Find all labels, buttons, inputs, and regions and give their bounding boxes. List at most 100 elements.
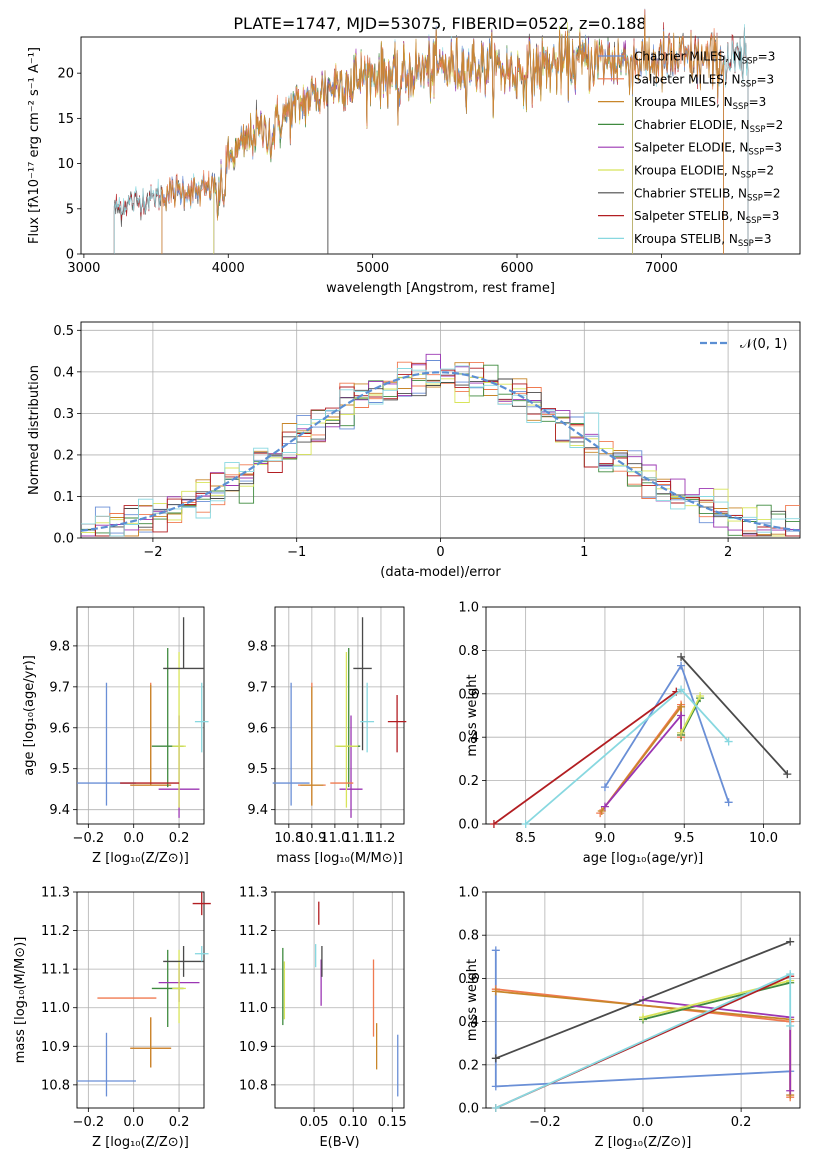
legend-label-salpeter_miles: Salpeter MILES, NSSP=3 bbox=[634, 72, 774, 89]
legend-label-salpeter_elodie: Salpeter ELODIE, NSSP=3 bbox=[634, 141, 782, 158]
y-tick-label: 9.8 bbox=[247, 639, 268, 654]
y-tick-label: 10.8 bbox=[41, 1078, 70, 1093]
x-tick-label: 3000 bbox=[67, 261, 100, 276]
y-tick-label: 0.0 bbox=[458, 818, 479, 833]
weight-marker-kroupa_stelib bbox=[724, 737, 733, 746]
weight-marker-kroupa_elodie bbox=[696, 691, 705, 700]
x-tick-label: 9.5 bbox=[674, 831, 695, 846]
y-tick-label: 9.7 bbox=[49, 680, 70, 695]
x-axis-label: (data-model)/error bbox=[380, 565, 501, 580]
age_vs_Z-panel: −0.2 0.0 0.2 9.4 9.5 9.6 9.7 9.8 Z [log₁₀(Z/Z⊙)]… bbox=[22, 606, 209, 866]
weight-marker-kroupa_stelib bbox=[521, 820, 530, 828]
y-tick-label: 10.9 bbox=[239, 1040, 268, 1055]
y-tick-label: 9.5 bbox=[49, 762, 70, 777]
residuals-panel: −2 −1 0 1 2 0.0 0.1 0.2 0.3 0.4 0.5 (data-model)/er… bbox=[27, 321, 801, 580]
spectrum-panel: 3000 4000 5000 6000 7000 0 5 10 15 20 wavelength [… bbox=[27, 8, 801, 296]
x-axis-label: Z [log₁₀(Z/Z⊙)] bbox=[92, 1135, 189, 1150]
x-tick-label: 0.10 bbox=[339, 1115, 368, 1130]
gaussian-curve bbox=[80, 371, 801, 532]
axes-frame bbox=[76, 606, 205, 825]
legend-label-chabrier_elodie: Chabrier ELODIE, NSSP=2 bbox=[634, 118, 783, 135]
legend-label-kroupa_miles: Kroupa MILES, NSSP=3 bbox=[634, 95, 766, 112]
y-tick-label: 0.8 bbox=[458, 929, 479, 944]
y-tick-label: 11.2 bbox=[41, 924, 70, 939]
x-tick-label: 0.2 bbox=[169, 831, 190, 846]
weight-marker-chabrier_miles bbox=[491, 946, 500, 955]
x-tick-label: 10.8 bbox=[274, 831, 303, 846]
y-tick-label: 11.2 bbox=[239, 924, 268, 939]
weight-marker-chabrier_stelib bbox=[677, 652, 686, 661]
spectrum-series-kroupa_miles bbox=[161, 14, 724, 254]
mass_vs_Z-panel: −0.2 0.0 0.2 10.8 10.9 11.0 11.1 11.2 11.3 Z [log… bbox=[13, 886, 211, 1150]
y-tick-label: 11.0 bbox=[239, 1001, 268, 1016]
y-tick-label: 1.0 bbox=[458, 601, 479, 616]
y-tick-label: 11.1 bbox=[41, 963, 70, 978]
y-tick-label: 11.3 bbox=[239, 886, 268, 901]
x-tick-label: 1 bbox=[580, 545, 588, 560]
y-tick-label: 0 bbox=[66, 248, 74, 263]
y-tick-label: 9.5 bbox=[247, 762, 268, 777]
x-tick-label: 0.2 bbox=[169, 1115, 190, 1130]
y-tick-label: 0.2 bbox=[53, 448, 74, 463]
y-tick-label: 0.4 bbox=[53, 365, 74, 380]
y-tick-label: 10 bbox=[57, 157, 74, 172]
weight-line-kroupa_stelib bbox=[525, 688, 730, 825]
legend-label-kroupa_stelib: Kroupa STELIB, NSSP=3 bbox=[634, 232, 772, 249]
weight-marker-kroupa_elodie bbox=[677, 728, 686, 737]
x-tick-label: 0.15 bbox=[378, 1115, 407, 1130]
figure-title: PLATE=1747, MJD=53075, FIBERID=0522, z=0… bbox=[233, 14, 646, 33]
y-axis-label: mass weight bbox=[465, 674, 480, 756]
axes-frame bbox=[274, 606, 405, 825]
weight-line-salpeter_stelib bbox=[493, 690, 677, 825]
x-axis-label: wavelength [Angstrom, rest frame] bbox=[326, 281, 555, 296]
weight-marker-salpeter_elodie bbox=[677, 711, 686, 720]
y-axis-label: mass [log₁₀(M/M⊙)] bbox=[13, 937, 28, 1064]
weight-marker-kroupa_elodie bbox=[639, 1013, 647, 1022]
y-axis-label: mass weight bbox=[465, 959, 480, 1041]
weight_vs_age-panel: 8.5 9.0 9.5 10.0 0.0 0.2 0.4 0.6 0.8 1.0 age [log₁… bbox=[458, 601, 801, 866]
weight-marker-salpeter_stelib bbox=[489, 820, 498, 828]
x-axis-label: Z [log₁₀(Z/Z⊙)] bbox=[92, 851, 189, 866]
weight-marker-chabrier_stelib bbox=[783, 770, 792, 779]
weight-marker-kroupa_stelib bbox=[677, 685, 686, 694]
x-tick-label: 6000 bbox=[500, 261, 533, 276]
x-tick-label: 8.5 bbox=[515, 831, 536, 846]
weight-marker-kroupa_miles bbox=[597, 806, 606, 815]
weight-line-chabrier_stelib bbox=[680, 656, 788, 775]
x-tick-label: 9.0 bbox=[595, 831, 616, 846]
x-tick-label: 0.0 bbox=[123, 831, 144, 846]
weight-line-chabrier_elodie bbox=[680, 697, 701, 736]
legend-label-gaussian: 𝒩(0, 1) bbox=[740, 337, 787, 352]
y-tick-label: 0.3 bbox=[53, 407, 74, 422]
weight-line-kroupa_elodie bbox=[680, 695, 701, 734]
mass_vs_ebv-panel: 0.05 0.10 0.15 10.8 10.9 11.0 11.1 11.2 11.3 E(B-… bbox=[239, 886, 407, 1151]
y-tick-label: 10.9 bbox=[41, 1040, 70, 1055]
weight-line-chabrier_stelib bbox=[495, 940, 791, 1060]
weight-marker-kroupa_stelib bbox=[491, 1104, 500, 1112]
y-tick-label: 10.8 bbox=[239, 1078, 268, 1093]
x-tick-label: −2 bbox=[143, 545, 162, 560]
weight-marker-kroupa_miles bbox=[677, 702, 686, 711]
y-axis-label: age [log₁₀(age/yr)] bbox=[22, 655, 37, 776]
x-tick-label: 0.0 bbox=[633, 1115, 654, 1130]
age_vs_mass-panel: 10.810.911.011.111.2 9.4 9.5 9.6 9.7 9.8 mass … bbox=[247, 606, 407, 866]
weight-marker-kroupa_stelib bbox=[786, 970, 795, 979]
y-tick-label: 1.0 bbox=[458, 886, 479, 901]
legend-label-kroupa_elodie: Kroupa ELODIE, NSSP=2 bbox=[634, 164, 774, 181]
histogram-chabrier_stelib bbox=[81, 378, 800, 537]
x-axis-label: Z [log₁₀(Z/Z⊙)] bbox=[595, 1135, 692, 1150]
y-tick-label: 15 bbox=[57, 112, 74, 127]
axes-frame bbox=[80, 36, 801, 255]
y-tick-label: 11.1 bbox=[239, 963, 268, 978]
axes-frame bbox=[76, 891, 205, 1109]
x-tick-label: 11.1 bbox=[343, 831, 372, 846]
x-tick-label: −0.2 bbox=[529, 1115, 561, 1130]
weight-marker-salpeter_elodie bbox=[786, 1086, 795, 1095]
legend-label-chabrier_stelib: Chabrier STELIB, NSSP=2 bbox=[634, 186, 781, 203]
y-tick-label: 0.0 bbox=[458, 1102, 479, 1117]
y-tick-label: 0.2 bbox=[458, 774, 479, 789]
histogram-salpeter_elodie bbox=[81, 353, 800, 537]
weight-line-chabrier_elodie bbox=[642, 981, 791, 1021]
y-tick-label: 5 bbox=[66, 202, 74, 217]
